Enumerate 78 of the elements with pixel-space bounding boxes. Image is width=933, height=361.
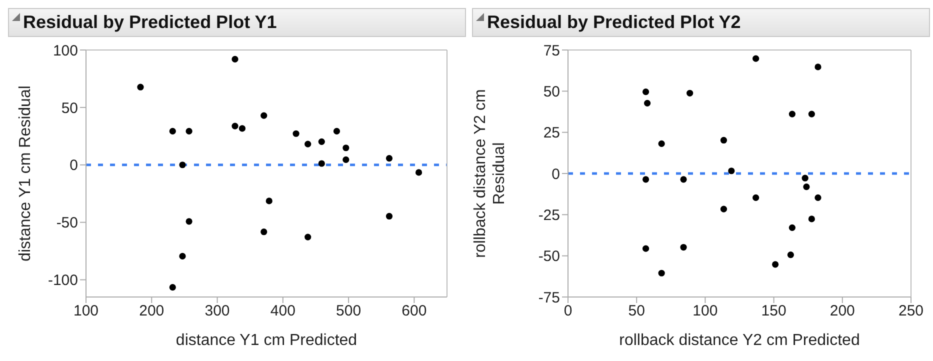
y-tick-label: 50 — [61, 100, 78, 117]
point — [266, 198, 272, 204]
x-axis-title: rollback distance Y2 cm Predicted — [619, 332, 860, 349]
x-tick-label: 400 — [270, 302, 296, 320]
point — [304, 140, 312, 148]
x-tick-label: 200 — [139, 302, 164, 320]
point — [728, 168, 735, 174]
x-tick-label: 0 — [564, 302, 572, 320]
point — [232, 122, 238, 130]
point — [787, 252, 794, 258]
y-tick-label: 0 — [552, 166, 560, 183]
y-tick-label: 50 — [543, 83, 560, 100]
y-tick-label: -50 — [538, 248, 560, 266]
point — [680, 176, 687, 183]
x-tick-label: 300 — [204, 302, 230, 320]
point — [814, 194, 822, 202]
point — [238, 125, 246, 132]
chart-title: Residual by Predicted Plot Y2 — [487, 12, 741, 33]
y-tick-label: -50 — [56, 214, 78, 232]
point — [752, 194, 760, 202]
x-axis-title: distance Y1 cm Predicted — [176, 332, 358, 349]
point — [169, 128, 176, 135]
point — [642, 176, 650, 183]
point — [642, 88, 650, 96]
point — [752, 55, 760, 62]
x-tick-label: 100 — [692, 302, 718, 320]
point — [788, 224, 796, 231]
point — [186, 218, 192, 225]
point — [386, 212, 393, 220]
y-tick-label: 25 — [543, 124, 560, 142]
x-tick-label: 600 — [402, 302, 427, 320]
point — [772, 261, 779, 268]
point — [318, 138, 325, 145]
point — [808, 216, 815, 222]
y-tick-label: -25 — [538, 206, 560, 224]
point — [292, 130, 300, 137]
y-axis-title: rollback distance Y2 cm Residual — [472, 89, 508, 258]
x-tick-label: 500 — [336, 302, 362, 320]
point — [342, 144, 350, 152]
point — [680, 244, 687, 251]
y-tick-label: 100 — [52, 42, 78, 60]
point — [169, 284, 176, 291]
point — [644, 100, 651, 106]
x-tick-label: 250 — [898, 302, 924, 320]
point — [179, 252, 186, 260]
point — [137, 84, 144, 90]
x-tick-label: 50 — [628, 302, 645, 320]
point — [232, 56, 238, 62]
point — [808, 110, 815, 118]
point — [333, 128, 340, 135]
point — [642, 245, 650, 252]
y-axis-title: distance Y1 cm Residual — [17, 86, 34, 262]
point — [686, 90, 694, 96]
y-tick-label: -75 — [538, 289, 560, 306]
point — [260, 112, 268, 119]
point — [415, 169, 422, 176]
point — [720, 136, 728, 144]
point — [802, 174, 808, 182]
point — [788, 110, 796, 118]
chart-title: Residual by Predicted Plot Y1 — [23, 12, 277, 33]
point — [186, 128, 192, 135]
x-tick-label: 150 — [761, 302, 786, 320]
point — [304, 234, 312, 240]
point — [386, 155, 393, 162]
x-tick-label: 100 — [73, 302, 99, 320]
point — [814, 64, 822, 70]
point — [342, 156, 350, 164]
point — [179, 162, 186, 168]
y-tick-label: -100 — [48, 272, 78, 290]
point — [720, 206, 728, 212]
point — [658, 140, 665, 147]
point — [318, 160, 325, 167]
x-tick-label: 200 — [830, 302, 855, 320]
y-tick-label: 0 — [70, 157, 78, 174]
point — [803, 184, 810, 190]
point — [658, 270, 665, 276]
y-tick-label: 75 — [543, 42, 560, 60]
point — [260, 228, 268, 236]
